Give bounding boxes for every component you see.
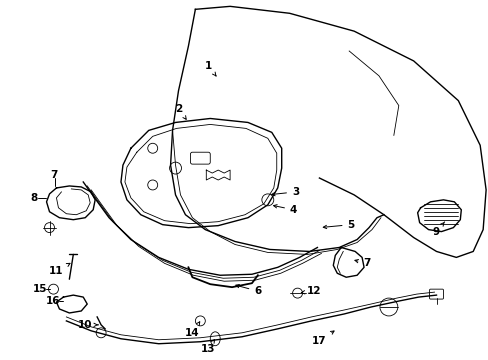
Circle shape xyxy=(292,288,302,298)
Circle shape xyxy=(147,143,157,153)
FancyBboxPatch shape xyxy=(428,289,443,299)
Text: 5: 5 xyxy=(323,220,354,230)
Text: 1: 1 xyxy=(204,61,216,76)
FancyBboxPatch shape xyxy=(190,152,210,164)
Text: 9: 9 xyxy=(432,222,444,237)
Text: 13: 13 xyxy=(201,339,215,354)
Text: 2: 2 xyxy=(175,104,186,119)
Text: 17: 17 xyxy=(311,331,333,346)
Circle shape xyxy=(169,162,181,174)
Circle shape xyxy=(379,298,397,316)
Ellipse shape xyxy=(210,332,220,346)
Text: 8: 8 xyxy=(30,193,37,203)
Circle shape xyxy=(44,223,54,233)
Text: 7: 7 xyxy=(50,170,57,180)
Text: 10: 10 xyxy=(78,320,98,330)
Text: 7: 7 xyxy=(354,258,370,268)
Text: 3: 3 xyxy=(271,187,299,197)
Circle shape xyxy=(48,284,59,294)
Circle shape xyxy=(195,316,205,326)
Text: 11: 11 xyxy=(49,263,70,276)
Text: 12: 12 xyxy=(301,286,321,296)
Text: 15: 15 xyxy=(32,284,47,294)
Circle shape xyxy=(147,180,157,190)
Text: 16: 16 xyxy=(46,296,61,306)
Text: 6: 6 xyxy=(235,284,261,296)
Circle shape xyxy=(262,194,273,206)
Text: 4: 4 xyxy=(273,204,297,215)
Circle shape xyxy=(96,328,106,338)
Text: 14: 14 xyxy=(185,322,199,338)
